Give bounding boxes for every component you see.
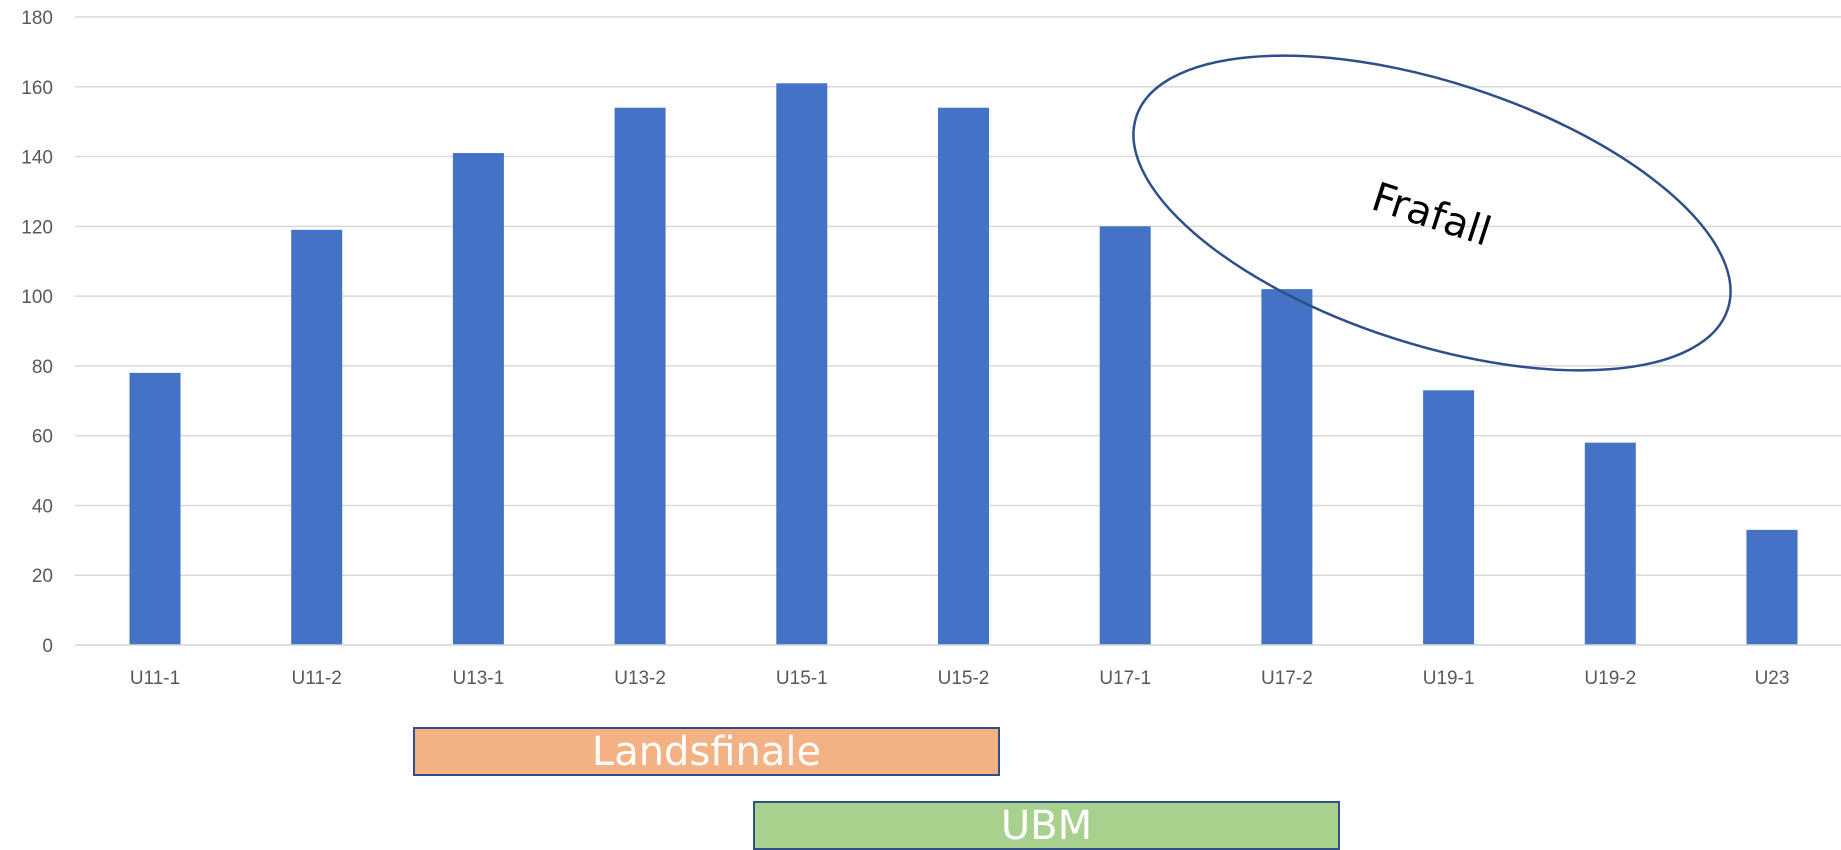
landsfinale-box: Landsfinale [413, 727, 1000, 776]
bar-u13-2 [614, 107, 666, 645]
bar-u19-1 [1423, 390, 1475, 645]
bar-u15-2 [938, 107, 989, 645]
bar-u11-2 [291, 229, 343, 646]
x-tick-label: U19-2 [1584, 668, 1636, 689]
x-tick-label: U23 [1755, 668, 1790, 689]
x-tick-label: U15-1 [776, 668, 828, 689]
x-tick-label: U15-2 [938, 668, 990, 689]
ubm-label: UBM [1000, 802, 1093, 849]
bar-u19-2 [1584, 442, 1636, 645]
x-tick-label: U11-2 [292, 668, 342, 689]
y-tick-label: 180 [21, 8, 53, 29]
x-tick-label: U13-1 [453, 668, 505, 689]
ubm-box: UBM [753, 801, 1340, 850]
bar-u23 [1746, 529, 1798, 645]
y-tick-label: 120 [21, 217, 53, 238]
bar-u15-1 [776, 83, 828, 646]
y-axis-tick-labels: 0 20 40 60 80 100 120 140 160 180 [21, 8, 53, 657]
y-tick-label: 100 [21, 287, 53, 308]
y-tick-label: 20 [32, 566, 53, 587]
x-axis-tick-labels: U11-1 U11-2 U13-1 U13-2 U15-1 U15-2 U17-1 U17-2… [130, 668, 1790, 689]
bar-u11-1 [129, 372, 181, 645]
bar-u13-1 [452, 153, 504, 646]
x-tick-label: U11-1 [130, 668, 180, 689]
bar-u17-2 [1261, 289, 1313, 645]
landsfinale-label: Landsfinale [591, 728, 822, 775]
frafall-ellipse [1132, 54, 1732, 372]
bar-u17-1 [1099, 226, 1151, 646]
y-tick-label: 0 [42, 636, 53, 657]
y-tick-label: 40 [32, 496, 53, 517]
x-tick-label: U17-1 [1099, 668, 1151, 689]
bars [129, 83, 1798, 646]
y-tick-label: 80 [32, 357, 53, 378]
x-tick-label: U19-1 [1423, 668, 1475, 689]
y-tick-label: 140 [21, 148, 53, 169]
x-tick-label: U13-2 [614, 668, 666, 689]
y-tick-label: 160 [21, 78, 53, 99]
x-tick-label: U17-2 [1261, 668, 1313, 689]
y-tick-label: 60 [32, 427, 53, 448]
frafall-label: Frafall [1366, 174, 1496, 255]
